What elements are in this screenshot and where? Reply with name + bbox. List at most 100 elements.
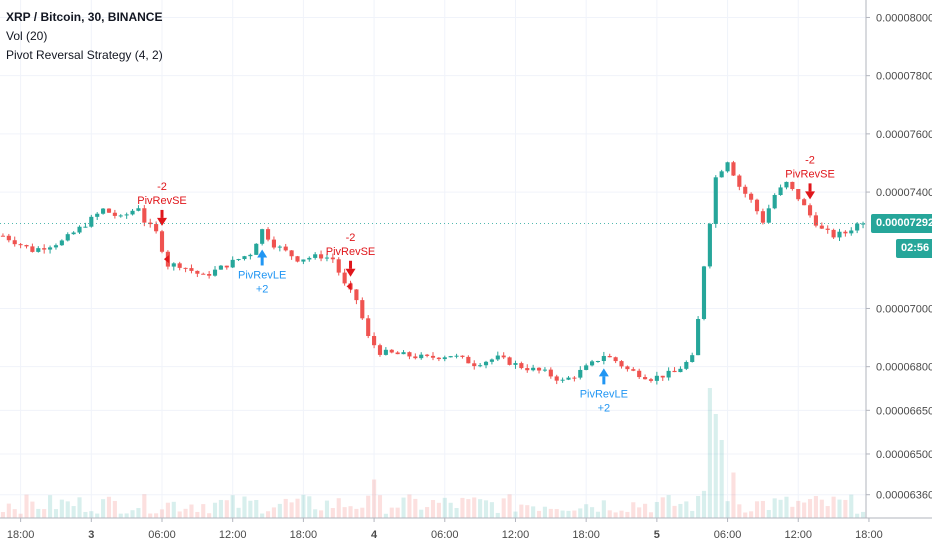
long-signal-arrow[interactable] bbox=[257, 249, 268, 258]
candle-body[interactable] bbox=[377, 345, 383, 355]
candle-body[interactable] bbox=[696, 318, 701, 356]
candle-body[interactable] bbox=[224, 265, 229, 268]
short-signal-arrow[interactable] bbox=[157, 217, 168, 226]
candle-body[interactable] bbox=[195, 270, 200, 274]
candle-body[interactable] bbox=[313, 254, 318, 258]
candle-body[interactable] bbox=[101, 208, 106, 214]
candle-body[interactable] bbox=[372, 336, 377, 346]
candle-body[interactable] bbox=[625, 366, 630, 370]
candle-body[interactable] bbox=[289, 250, 294, 257]
candle-body[interactable] bbox=[560, 379, 565, 381]
candle-body[interactable] bbox=[124, 214, 129, 216]
candle-body[interactable] bbox=[77, 226, 82, 233]
candle-body[interactable] bbox=[383, 349, 388, 355]
candle-body[interactable] bbox=[448, 356, 453, 358]
candle-body[interactable] bbox=[295, 256, 300, 262]
candle-body[interactable] bbox=[283, 246, 288, 251]
candle-body[interactable] bbox=[648, 379, 654, 381]
candle-body[interactable] bbox=[142, 208, 147, 223]
candle-body[interactable] bbox=[813, 215, 818, 226]
candle-body[interactable] bbox=[595, 360, 601, 362]
candle-body[interactable] bbox=[201, 273, 206, 275]
candle-body[interactable] bbox=[212, 269, 218, 276]
candle-body[interactable] bbox=[631, 369, 636, 371]
candle-body[interactable] bbox=[754, 199, 760, 212]
candle-body[interactable] bbox=[766, 208, 771, 223]
candle-body[interactable] bbox=[407, 352, 412, 357]
candle-body[interactable] bbox=[324, 257, 330, 259]
candle-body[interactable] bbox=[48, 247, 53, 250]
candle-body[interactable] bbox=[802, 199, 807, 206]
candle-body[interactable] bbox=[454, 355, 459, 357]
candle-body[interactable] bbox=[737, 175, 742, 187]
candle-body[interactable] bbox=[507, 357, 512, 365]
candle-body[interactable] bbox=[855, 223, 860, 231]
candle-body[interactable] bbox=[637, 370, 642, 378]
candle-body[interactable] bbox=[784, 181, 789, 188]
candle-body[interactable] bbox=[790, 181, 795, 190]
candle-body[interactable] bbox=[277, 246, 282, 248]
candle-body[interactable] bbox=[666, 370, 671, 378]
candle-body[interactable] bbox=[843, 231, 848, 234]
candle-body[interactable] bbox=[654, 375, 659, 381]
candle-body[interactable] bbox=[230, 259, 235, 268]
candle-body[interactable] bbox=[419, 354, 424, 359]
candle-body[interactable] bbox=[271, 239, 277, 248]
candle-body[interactable] bbox=[807, 205, 813, 216]
candle-body[interactable] bbox=[707, 223, 712, 267]
candle-body[interactable] bbox=[265, 229, 271, 240]
candle-body[interactable] bbox=[106, 208, 112, 213]
candle-body[interactable] bbox=[130, 210, 135, 215]
volume-indicator-label[interactable]: Vol (20) bbox=[6, 29, 48, 43]
candle-body[interactable] bbox=[566, 377, 571, 380]
candle-body[interactable] bbox=[542, 369, 547, 371]
candle-body[interactable] bbox=[519, 363, 524, 369]
short-signal-arrow[interactable] bbox=[345, 268, 356, 277]
candle-body[interactable] bbox=[189, 268, 194, 271]
candle-body[interactable] bbox=[489, 359, 494, 362]
candle-body[interactable] bbox=[619, 361, 624, 367]
candle-body[interactable] bbox=[684, 361, 689, 369]
candle-body[interactable] bbox=[460, 355, 465, 357]
candle-body[interactable] bbox=[531, 367, 536, 371]
candle-body[interactable] bbox=[260, 229, 265, 244]
candle-body[interactable] bbox=[42, 248, 47, 250]
candle-body[interactable] bbox=[177, 263, 182, 268]
candle-body[interactable] bbox=[837, 231, 842, 238]
candle-body[interactable] bbox=[148, 222, 153, 225]
candle-body[interactable] bbox=[319, 254, 324, 259]
candle-body[interactable] bbox=[436, 357, 441, 360]
candle-body[interactable] bbox=[118, 215, 123, 217]
candle-body[interactable] bbox=[743, 186, 748, 194]
candle-body[interactable] bbox=[0, 235, 6, 237]
candle-body[interactable] bbox=[643, 377, 648, 380]
candle-body[interactable] bbox=[248, 254, 253, 257]
candle-body[interactable] bbox=[171, 263, 176, 267]
candle-body[interactable] bbox=[483, 361, 489, 366]
candle-body[interactable] bbox=[589, 361, 595, 366]
candle-body[interactable] bbox=[536, 367, 542, 371]
candle-body[interactable] bbox=[207, 273, 212, 276]
candle-body[interactable] bbox=[95, 213, 100, 217]
candle-body[interactable] bbox=[472, 363, 477, 367]
candle-body[interactable] bbox=[478, 365, 483, 367]
candle-body[interactable] bbox=[65, 234, 70, 241]
candle-body[interactable] bbox=[71, 232, 76, 235]
candle-body[interactable] bbox=[831, 229, 836, 238]
candle-body[interactable] bbox=[36, 248, 41, 252]
candle-body[interactable] bbox=[513, 363, 518, 365]
candle-body[interactable] bbox=[183, 267, 188, 269]
candle-body[interactable] bbox=[849, 230, 854, 234]
candle-body[interactable] bbox=[578, 369, 583, 378]
candle-body[interactable] bbox=[242, 256, 247, 260]
candle-body[interactable] bbox=[83, 226, 88, 228]
candle-body[interactable] bbox=[430, 355, 436, 358]
candle-body[interactable] bbox=[218, 265, 223, 270]
candle-body[interactable] bbox=[159, 231, 165, 252]
candle-body[interactable] bbox=[660, 375, 665, 378]
candle-body[interactable] bbox=[136, 208, 141, 211]
candle-body[interactable] bbox=[112, 212, 117, 216]
candle-body[interactable] bbox=[425, 354, 430, 356]
